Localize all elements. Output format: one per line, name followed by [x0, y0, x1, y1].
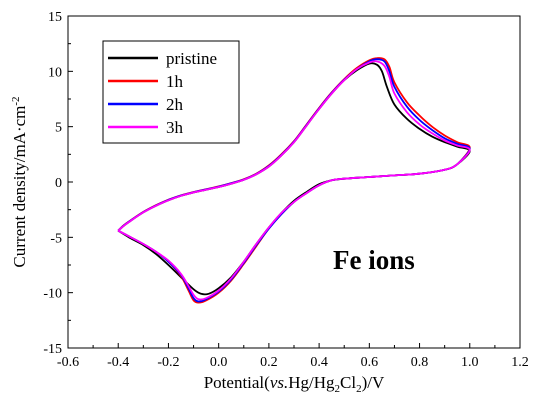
y-tick-label: -15	[43, 342, 62, 357]
legend-label-pristine: pristine	[166, 49, 217, 68]
x-tick-label: 1.0	[461, 355, 479, 370]
y-axis-label-sup: -2	[10, 96, 22, 105]
y-tick-label: 0	[55, 176, 62, 191]
x-tick-label: 0.8	[411, 355, 429, 370]
x-axis-label-part: Cl	[340, 373, 356, 392]
annotation-fe-ions: Fe ions	[333, 245, 415, 275]
y-tick-label: -5	[50, 231, 62, 246]
x-tick-label: 0.4	[310, 355, 328, 370]
x-tick-label: 0.0	[210, 355, 228, 370]
x-tick-label: 0.6	[361, 355, 379, 370]
x-axis-label: Potential(vs.Hg/Hg2Cl2)/V	[204, 373, 385, 394]
legend-label-1h: 1h	[166, 72, 184, 91]
x-axis-label-part: )/V	[362, 373, 385, 392]
x-tick-label: 0.2	[260, 355, 278, 370]
x-axis-label-part: Hg/Hg	[288, 373, 335, 392]
x-axis-label-sub: 2	[335, 383, 341, 394]
y-tick-label: 15	[48, 10, 62, 25]
legend-label-2h: 2h	[166, 95, 184, 114]
series-curves	[117, 57, 471, 304]
y-tick-label: 5	[55, 121, 62, 136]
legend: pristine 1h 2h 3h	[102, 40, 240, 144]
x-axis-label-sub: 2	[356, 383, 362, 394]
x-axis-label-vs: vs.	[270, 373, 288, 392]
y-axis-label: Current density/mA·cm-2	[10, 96, 29, 267]
x-axis-label-part: Potential(	[204, 373, 270, 392]
x-tick-label: -0.2	[157, 355, 179, 370]
series-line-3h	[117, 60, 471, 301]
axis-ticks: -0.6 -0.4 -0.2 0.0 0.2 0.4 0.6 0.8 1.0 1.2 -15 -10 -…	[43, 10, 528, 370]
y-tick-label: -10	[43, 287, 62, 302]
y-axis-label-main: Current density/mA·cm	[10, 106, 29, 268]
x-tick-label: 1.2	[511, 355, 529, 370]
x-tick-label: -0.4	[107, 355, 129, 370]
y-tick-label: 10	[48, 65, 62, 80]
legend-label-3h: 3h	[166, 118, 184, 137]
x-tick-label: -0.6	[57, 355, 79, 370]
